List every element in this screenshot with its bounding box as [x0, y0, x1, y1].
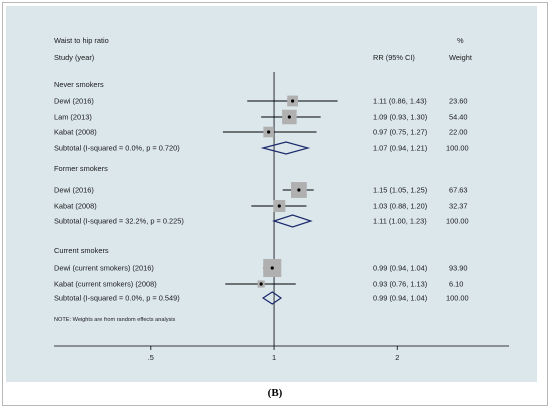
footnote: NOTE: Weights are from random effects an…: [54, 317, 176, 323]
group-header: Never smokers: [54, 80, 104, 89]
subtotal-rr-ci: 1.11 (1.00, 1.23): [373, 217, 427, 226]
study-label: Kabat (current smokers) (2008): [54, 280, 157, 289]
x-tick-label: 2: [395, 353, 399, 362]
point-estimate: [270, 266, 274, 270]
study-rr-ci: 1.09 (0.93, 1.30): [373, 113, 427, 122]
point-estimate: [290, 99, 295, 103]
study-label: Dewi (current smokers) (2016): [54, 264, 154, 273]
plot-title: Waist to hip ratio: [54, 36, 109, 45]
column-header-study: Study (year): [54, 53, 94, 62]
study-weight: 32.37: [449, 202, 468, 211]
study-rr-ci: 0.99 (0.94, 1.04): [373, 264, 427, 273]
study-label: Dewi (2016): [54, 97, 94, 106]
subtotal-diamond: [261, 291, 283, 305]
subtotal-diamond: [272, 214, 313, 228]
study-weight: 22.00: [449, 128, 468, 137]
study-rr-ci: 0.97 (0.75, 1.27): [373, 128, 427, 137]
study-weight: 54.40: [449, 113, 468, 122]
study-weight: 23.60: [449, 97, 468, 106]
column-header-rr: RR (95% CI): [373, 53, 415, 62]
study-rr-ci: 0.93 (0.76, 1.13): [373, 280, 427, 289]
study-weight: 93.90: [449, 264, 468, 273]
study-label: Kabat (2008): [54, 202, 97, 211]
subtotal-rr-ci: 1.07 (0.94, 1.21): [373, 144, 427, 153]
study-weight: 67.63: [449, 186, 468, 195]
point-estimate: [277, 204, 281, 208]
subtotal-label: Subtotal (I-squared = 0.0%, p = 0.720): [54, 144, 180, 153]
subtotal-label: Subtotal (I-squared = 0.0%, p = 0.549): [54, 294, 180, 303]
column-header-weight-percent: %: [457, 36, 464, 45]
point-estimate: [267, 130, 271, 134]
point-estimate: [259, 282, 263, 286]
column-header-weight: Weight: [449, 53, 472, 62]
subtotal-label: Subtotal (I-squared = 32.2%, p = 0.225): [54, 217, 184, 226]
x-tick-label: .5: [148, 353, 154, 362]
study-rr-ci: 1.03 (0.88, 1.20): [373, 202, 427, 211]
subtotal-weight: 100.00: [446, 294, 469, 303]
study-weight: 6.10: [449, 280, 463, 289]
plot-background: [6, 6, 537, 382]
study-label: Kabat (2008): [54, 128, 97, 137]
study-rr-ci: 1.15 (1.05, 1.25): [373, 186, 427, 195]
subtotal-weight: 100.00: [446, 144, 469, 153]
subtotal-rr-ci: 0.99 (0.94, 1.04): [373, 294, 427, 303]
panel-label: (B): [267, 387, 283, 399]
subtotal-weight: 100.00: [446, 217, 469, 226]
group-header: Former smokers: [54, 164, 108, 173]
study-label: Lam (2013): [54, 113, 92, 122]
study-label: Dewi (2016): [54, 186, 94, 195]
subtotal-diamond: [260, 141, 311, 155]
point-estimate: [287, 115, 291, 119]
study-rr-ci: 1.11 (0.86, 1.43): [373, 97, 427, 106]
point-estimate: [297, 188, 301, 192]
group-header: Current smokers: [54, 246, 109, 255]
x-tick-label: 1: [272, 353, 276, 362]
